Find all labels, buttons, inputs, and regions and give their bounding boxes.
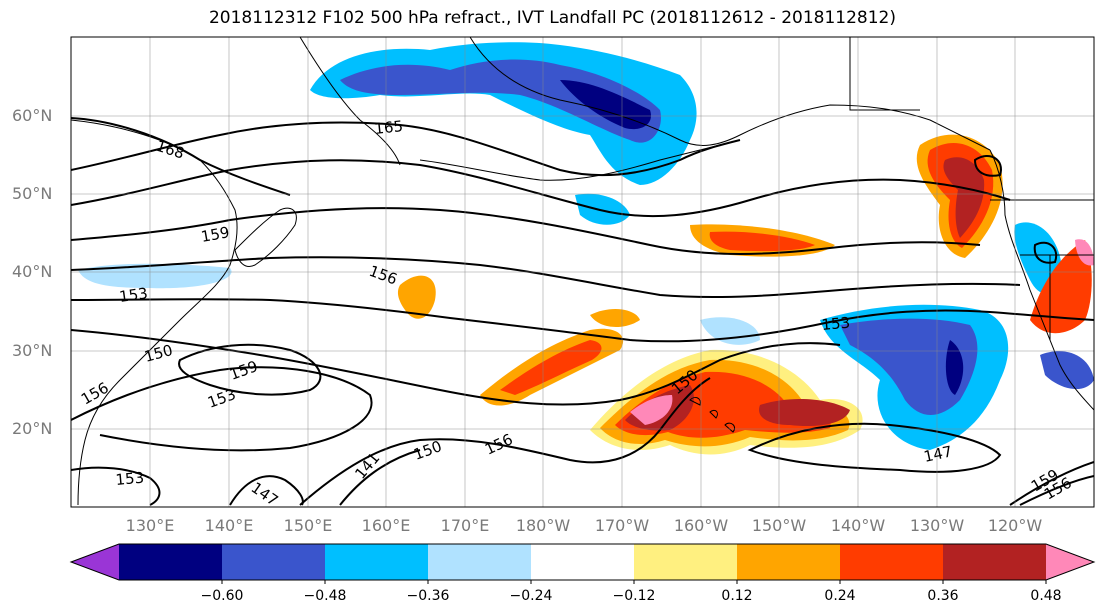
neg-blob-gulf [575, 193, 630, 225]
colorbar-outline [69, 543, 1096, 581]
positive-shading [397, 134, 1094, 455]
lon-label: 140°W [831, 516, 886, 535]
contour-147-low [747, 422, 1002, 473]
neg-blob-mid [700, 317, 760, 345]
colorbar-ticks: −0.60 −0.48 −0.36 −0.24 −0.12 0.12 0.24 0.36 0.4… [201, 580, 1062, 601]
colorbar-segment [634, 544, 737, 580]
colorbar-segment [119, 544, 222, 580]
colorbar-tick-label: −0.24 [510, 588, 553, 601]
contour-label: 153 [821, 314, 851, 334]
lat-label: 30°N [12, 341, 52, 360]
colorbar-segment [222, 544, 325, 580]
kamchatka-coast [299, 37, 401, 166]
contour-label: 147 [922, 442, 954, 466]
lon-label: 170°E [441, 516, 490, 535]
colorbar-tick-label: 0.12 [721, 588, 752, 601]
contour-low-calif [1033, 241, 1058, 264]
negative-shading [78, 42, 1094, 450]
colorbar-tick-label: 0.48 [1030, 588, 1061, 601]
contour-156-se [1019, 475, 1094, 506]
pos-band-subtropic-red [500, 340, 602, 395]
contour-label: 165 [374, 117, 404, 138]
lon-label: 150°W [752, 516, 807, 535]
lat-labels: 60°N 50°N 40°N 30°N 20°N [12, 106, 52, 438]
neg-blob-subtropic-core [840, 318, 978, 415]
contour-141 [339, 449, 421, 506]
colorbar-segment [943, 544, 1046, 580]
lat-label: 60°N [12, 106, 52, 125]
lon-label: 160°E [362, 516, 411, 535]
contour-label: 153 [118, 284, 149, 306]
contour-150-low [299, 377, 711, 506]
neg-blob-north-core [340, 59, 661, 143]
map-title: 2018112312 F102 500 hPa refract., IVT La… [208, 8, 896, 28]
colorbar-segment [737, 544, 840, 580]
colorbar-segment [840, 544, 943, 580]
height-contours [71, 117, 1094, 506]
pos-band-mid-red [709, 231, 815, 252]
lon-labels: 130°E 140°E 150°E 160°E 170°E 180°W 170°… [126, 516, 1043, 535]
colorbar-tick-label: 0.36 [927, 588, 958, 601]
contour-165 [71, 121, 741, 177]
contour-159 [71, 207, 981, 255]
neg-blob-north-dark [560, 80, 651, 130]
contour-150 [71, 329, 841, 406]
na-coast [989, 149, 1094, 411]
colorbar-segment [325, 544, 428, 580]
colorbar-segment [428, 544, 531, 580]
pos-band-nw-coast-dark [943, 157, 985, 238]
lat-label: 20°N [12, 419, 52, 438]
lon-label: 170°W [595, 516, 650, 535]
neg-blob-socal [1040, 351, 1094, 390]
aleutian-chain [419, 144, 721, 181]
japan-coast [234, 207, 297, 267]
lon-label: 150°E [284, 516, 333, 535]
colorbar-tick-label: −0.36 [407, 588, 450, 601]
pos-band-calif [1030, 240, 1092, 334]
colorbar-tick-label: 0.24 [824, 588, 855, 601]
contour-168 [71, 117, 291, 196]
pos-band-calif-pink [1075, 239, 1094, 266]
contour-162 [71, 159, 1011, 218]
lon-label: 160°W [674, 516, 729, 535]
hawaii-islands [689, 397, 736, 433]
contour-153 [71, 298, 1094, 343]
colorbar-tick-label: −0.60 [201, 588, 244, 601]
lat-label: 50°N [12, 184, 52, 203]
alaska-coast [469, 37, 991, 151]
pos-band-east [759, 398, 850, 427]
lon-label: 120°W [988, 516, 1043, 535]
map-frame [70, 36, 1095, 508]
colorbar-segment [531, 544, 634, 580]
contour-label: 159 [200, 223, 231, 246]
colorbar-tick-label: −0.12 [613, 588, 656, 601]
colorbar-segments [69, 543, 1096, 581]
neg-blob-west [78, 263, 232, 289]
grid [71, 37, 1094, 507]
contour-low-ne [973, 155, 1002, 177]
colorbar-segment [71, 544, 119, 580]
contour-147-sw [229, 475, 304, 506]
pos-blob-pac [590, 308, 640, 327]
yukon-border [849, 37, 920, 111]
contour-156 [71, 256, 1021, 299]
lat-label: 40°N [12, 262, 52, 281]
neg-blob-subtropic-dark [945, 340, 964, 395]
lon-label: 180°W [516, 516, 571, 535]
colorbar-segment [1046, 544, 1094, 580]
lon-label: 130°E [126, 516, 175, 535]
lon-label: 130°W [910, 516, 965, 535]
colorbar-tick-label: −0.48 [304, 588, 347, 601]
pos-blob-west [397, 275, 436, 319]
lon-label: 140°E [205, 516, 254, 535]
contour-159-se [1009, 461, 1094, 506]
contour-159-loop [178, 343, 322, 396]
contour-156-loop [71, 366, 373, 452]
pos-band-central-pink [630, 395, 673, 425]
contour-label: 153 [115, 469, 145, 489]
